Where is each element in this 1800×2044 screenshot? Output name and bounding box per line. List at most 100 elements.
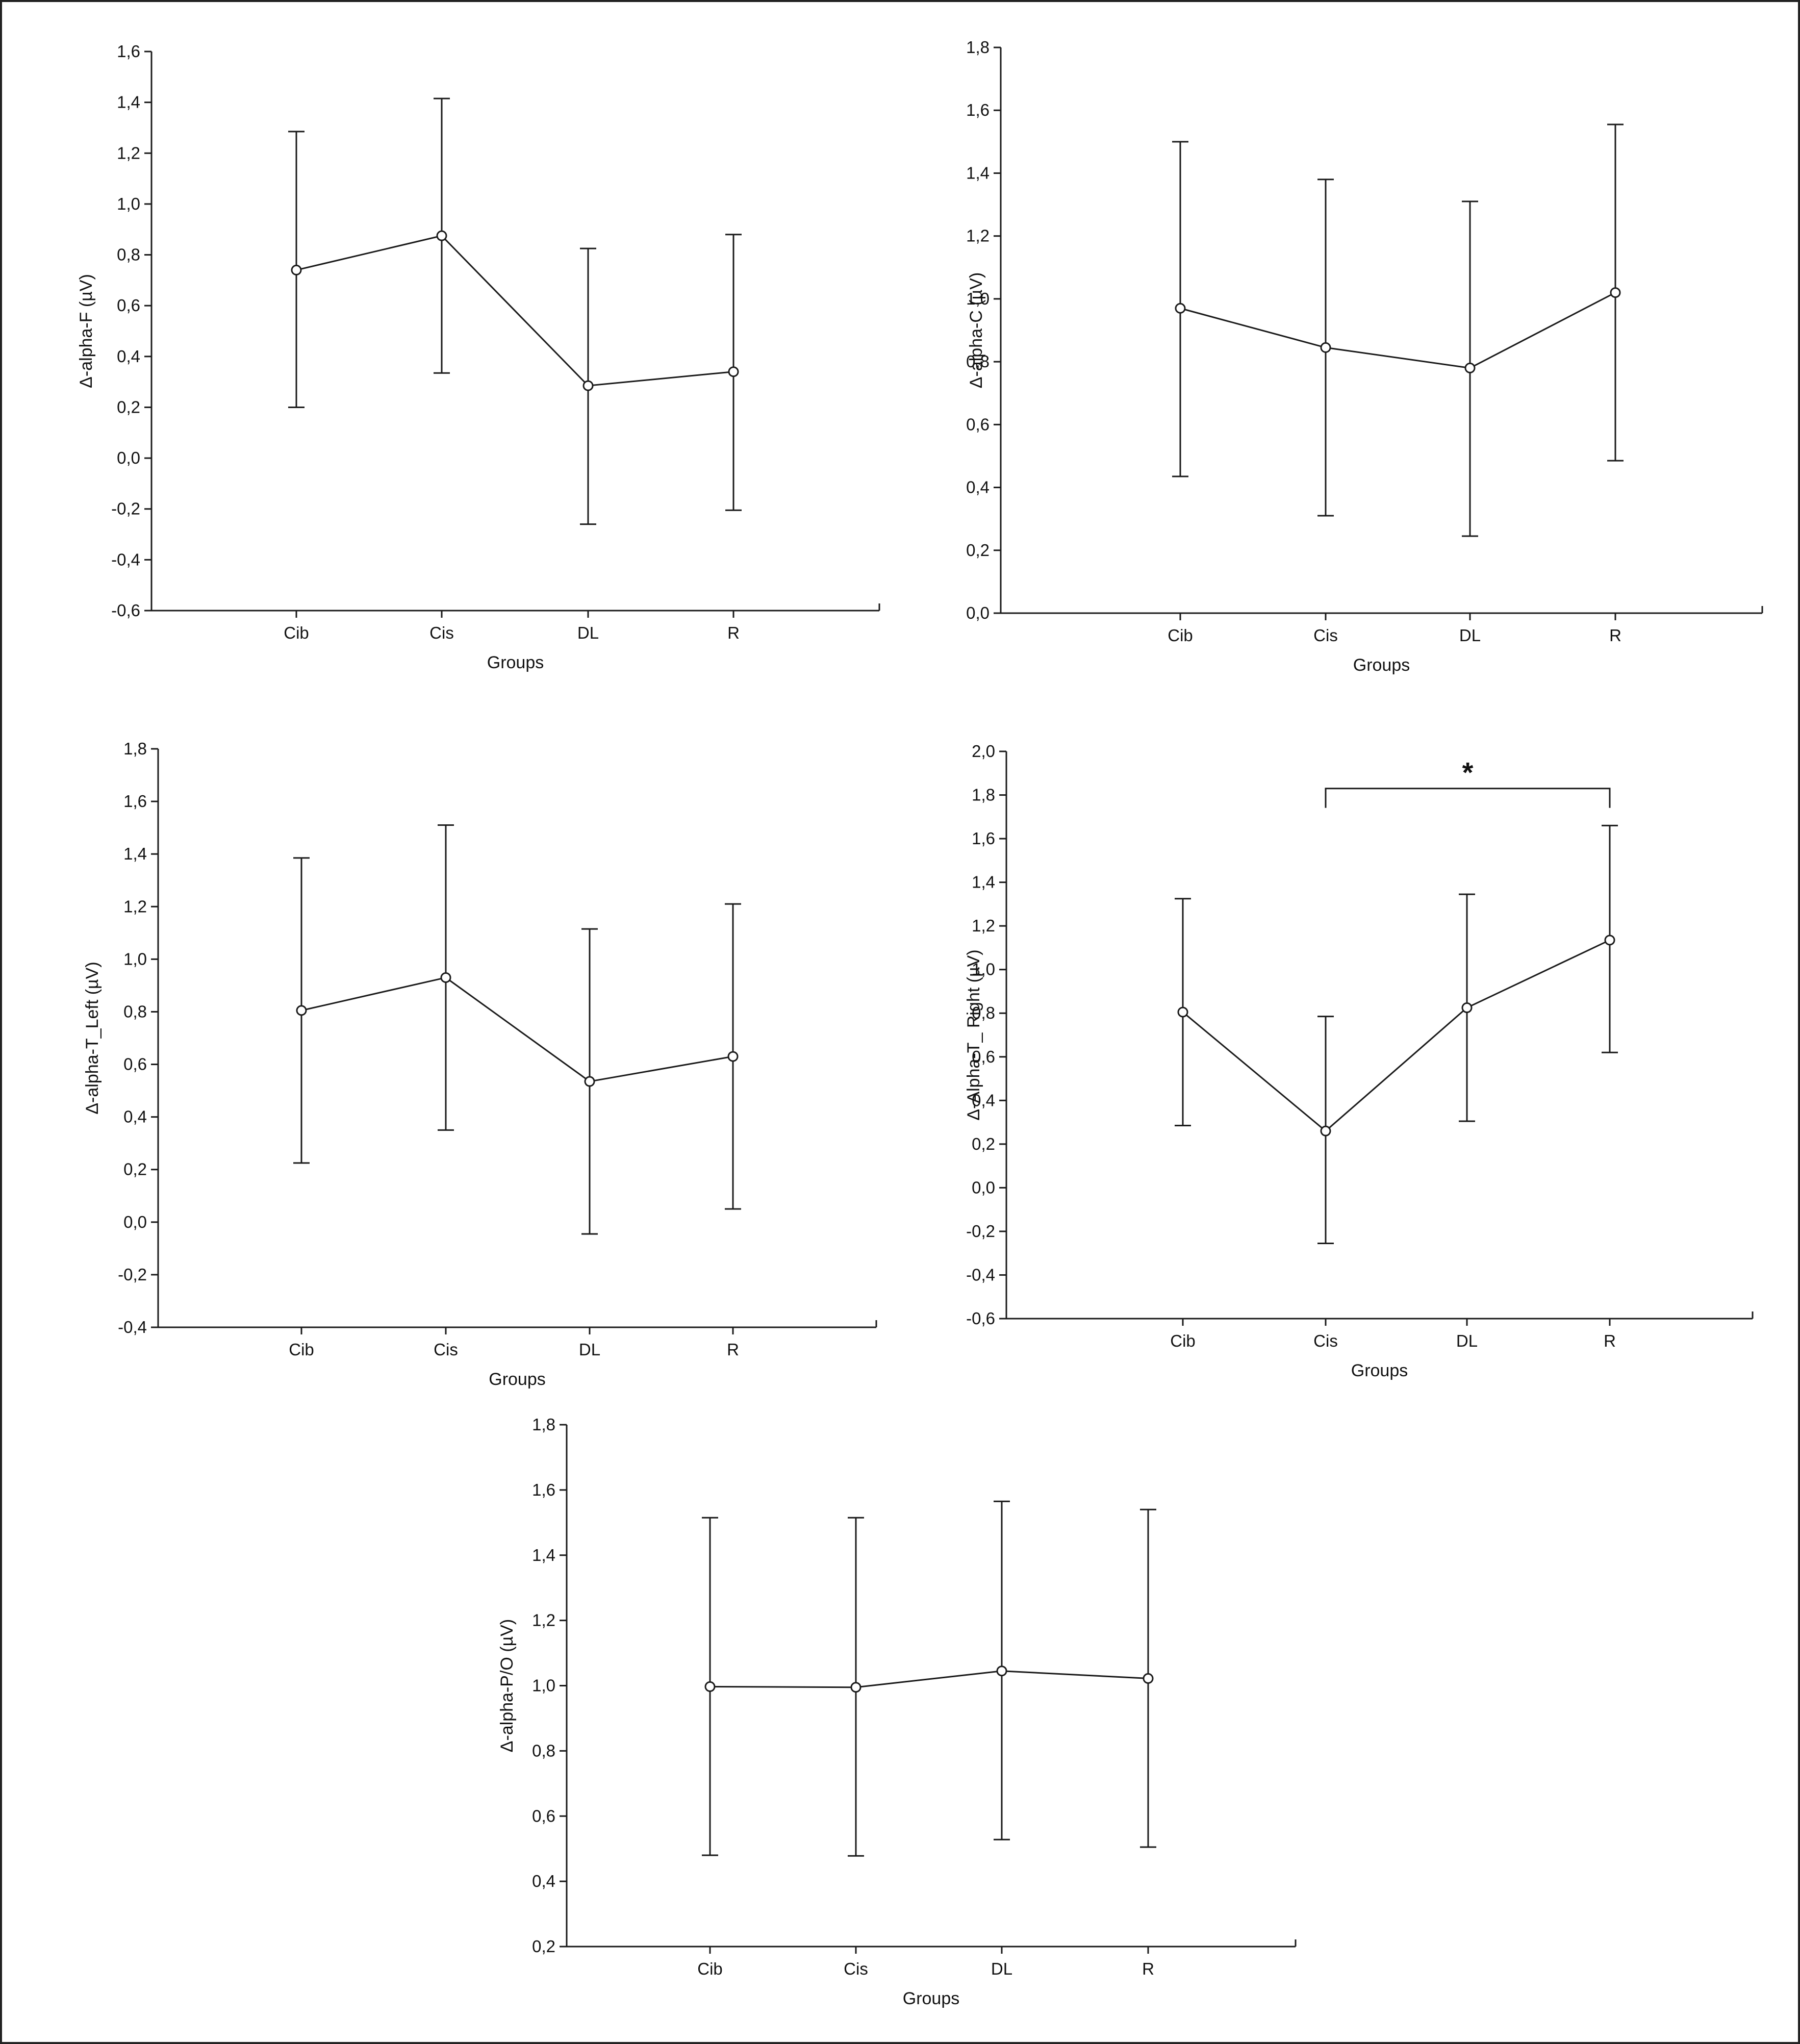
mean-line	[1180, 292, 1616, 369]
y-tick-label: 1,8	[123, 739, 147, 758]
mean-point-Cib	[296, 1005, 307, 1016]
chart-panel-1: -0,6 -0,4 -0,2 0,0 0,2 0,4 0,6 0,8 1,0 1,2 1,4 1,6 C…	[77, 42, 880, 672]
y-tick-label: 1,6	[117, 42, 140, 61]
y-tick-label: 0,2	[123, 1160, 147, 1179]
y-tick-label: -0,6	[111, 601, 140, 620]
x-tick-label: DL	[1459, 626, 1481, 645]
chart-panel-5: 0,2 0,4 0,6 0,8 1,0 1,2 1,4 1,6 1,8 Cib Cis DL R Grou…	[497, 1415, 1297, 2008]
y-tick-label: -0,2	[111, 499, 140, 518]
x-tick-label: Cis	[1313, 626, 1338, 645]
y-tick-label: 1,2	[117, 143, 140, 162]
x-tick-label: R	[1609, 626, 1621, 645]
x-axis-title: Groups	[903, 1989, 960, 2008]
mean-point-Cib	[291, 264, 302, 275]
mean-point-DL	[1464, 362, 1476, 373]
y-tick-label: 0,2	[966, 541, 990, 560]
x-tick-label: Cib	[284, 623, 309, 642]
y-tick-label: 0,4	[966, 478, 990, 497]
y-tick-label: 0,8	[117, 245, 140, 264]
x-tick-label: Cis	[434, 1340, 458, 1359]
y-tick-label: 2,0	[972, 742, 995, 761]
x-tick-label: DL	[991, 1959, 1012, 1978]
x-tick-label: Cib	[697, 1959, 723, 1978]
x-tick-label: R	[1142, 1959, 1154, 1978]
y-tick-label: 0,0	[117, 448, 140, 467]
y-axis-title: Δ-alpha-F (µV)	[77, 274, 96, 388]
y-tick-label: 1,0	[123, 949, 147, 968]
mean-point-Cib	[1177, 1006, 1188, 1018]
y-tick-label: 0,8	[966, 352, 990, 371]
significance-bracket	[1325, 788, 1611, 808]
y-tick-label: -0,2	[966, 1222, 995, 1241]
y-tick-label: 0,6	[532, 1806, 555, 1825]
y-tick-label: 1,2	[123, 897, 147, 916]
y-tick-label: 0,8	[123, 1002, 147, 1021]
y-tick-label: 1,4	[117, 93, 140, 112]
mean-point-Cis	[1320, 1125, 1331, 1137]
chart-panel-2: 0,0 0,2 0,4 0,6 0,8 1,0 1,2 1,4 1,6 1,8 Cib Cis DL R G…	[966, 38, 1763, 675]
mean-line	[1182, 939, 1610, 1132]
y-tick-label: 0,6	[972, 1047, 995, 1066]
y-tick-label: 0,0	[966, 603, 990, 622]
y-tick-label: 0,4	[123, 1107, 147, 1126]
y-axis-title: Δ-alpha-P/O (µV)	[497, 1619, 517, 1752]
y-tick-label: 0,8	[972, 1003, 995, 1022]
chart-panel-3: -0,4 -0,2 0,0 0,2 0,4 0,6 0,8 1,0 1,2 1,4 1,6 1,8 Ci…	[83, 739, 877, 1389]
y-axis-title: Δ-alpha-C (µV)	[967, 272, 986, 388]
y-tick-label: 1,2	[972, 916, 995, 935]
x-tick-label: Cib	[289, 1340, 314, 1359]
significance-star: *	[1462, 756, 1474, 789]
y-tick-label: 1,4	[123, 844, 147, 863]
y-tick-label: 0,6	[966, 415, 990, 434]
y-tick-label: 0,6	[123, 1055, 147, 1074]
chart-panel-4: -0,6 -0,4 -0,2 0,0 0,2 0,4 0,6 0,8 1,0 1,2 1,4 1,6 1…	[964, 742, 1754, 1380]
x-tick-label: Cis	[1313, 1331, 1338, 1350]
y-tick-label: 0,6	[117, 296, 140, 315]
mean-point-DL	[582, 380, 594, 391]
y-axis-title: Δ-Alpha-T_ Right (µV)	[964, 949, 983, 1120]
mean-point-Cis	[1320, 342, 1331, 353]
x-tick-label: DL	[577, 623, 599, 642]
y-tick-label: 0,4	[972, 1091, 995, 1109]
mean-point-DL	[584, 1076, 595, 1087]
y-tick-label: -0,4	[118, 1318, 147, 1336]
x-tick-label: Cis	[844, 1959, 868, 1978]
y-tick-label: 1,2	[532, 1611, 555, 1630]
x-tick-label: R	[727, 623, 740, 642]
y-tick-label: 0,8	[532, 1741, 555, 1760]
y-tick-label: 1,0	[966, 289, 990, 308]
y-tick-label: 1,2	[966, 226, 990, 245]
mean-line	[301, 976, 733, 1082]
y-tick-label: 0,0	[123, 1213, 147, 1231]
mean-point-R	[728, 366, 739, 377]
mean-point-R	[1143, 1673, 1154, 1684]
x-tick-label: Cis	[429, 623, 454, 642]
y-tick-label: -0,4	[966, 1265, 995, 1284]
y-tick-label: 1,4	[966, 163, 990, 182]
x-axis-title: Groups	[487, 653, 544, 672]
mean-line	[296, 235, 734, 387]
x-tick-label: DL	[579, 1340, 600, 1359]
y-tick-label: -0,2	[118, 1265, 147, 1284]
mean-point-R	[1604, 935, 1615, 946]
x-tick-label: R	[1604, 1331, 1616, 1350]
mean-point-R	[727, 1051, 739, 1062]
mean-line	[709, 1670, 1149, 1688]
mean-point-R	[1610, 287, 1621, 298]
y-tick-label: 1,4	[532, 1546, 555, 1564]
x-axis-title: Groups	[489, 1370, 546, 1389]
mean-point-Cis	[850, 1682, 861, 1693]
mean-point-Cib	[704, 1681, 716, 1692]
mean-point-DL	[1461, 1002, 1473, 1014]
y-axis-title: Δ-alpha-T_Left (µV)	[83, 962, 102, 1114]
y-tick-label: -0,4	[111, 550, 140, 569]
y-tick-label: 0,2	[972, 1134, 995, 1153]
y-tick-label: 1,6	[532, 1480, 555, 1499]
y-tick-label: 0,0	[972, 1178, 995, 1197]
y-tick-label: 0,4	[532, 1872, 555, 1890]
y-tick-label: 1,8	[972, 786, 995, 804]
y-tick-label: 1,8	[532, 1415, 555, 1434]
y-tick-label: 0,4	[117, 347, 140, 366]
